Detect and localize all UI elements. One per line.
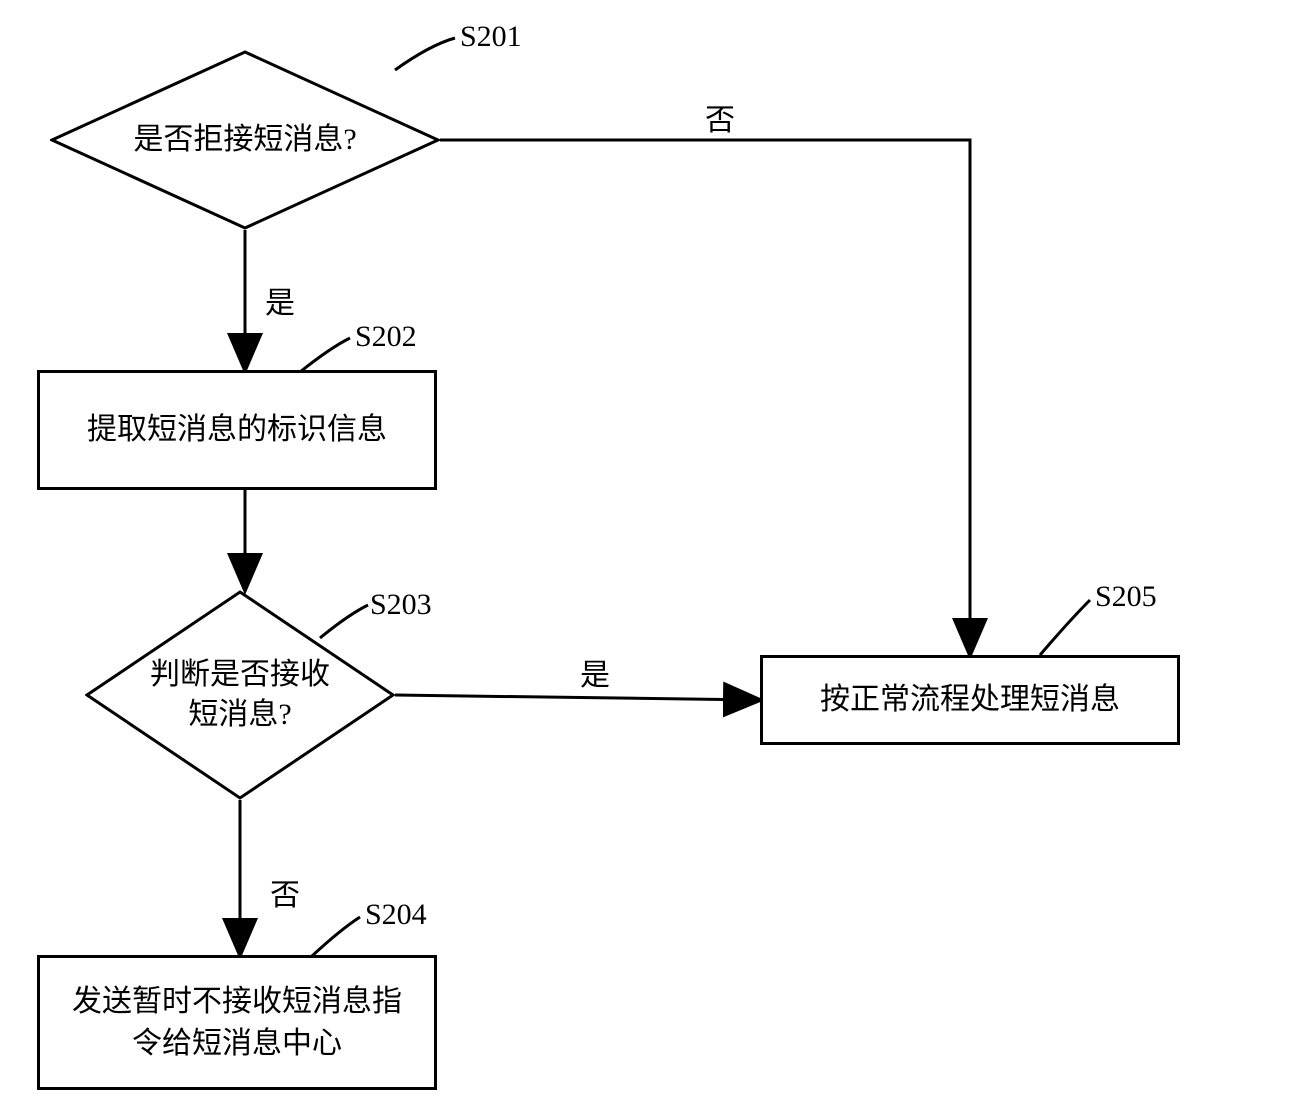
leader-s204	[312, 917, 360, 956]
edge-label-no-2: 否	[270, 870, 300, 914]
leader-s205	[1040, 600, 1090, 655]
step-label-s203: S203	[370, 588, 432, 622]
decision-accept-sms-text: 判断是否接收 短消息?	[150, 655, 330, 736]
process-send-reject-cmd: 发送暂时不接收短消息指 令给短消息中心	[37, 955, 437, 1090]
process-send-reject-cmd-text: 发送暂时不接收短消息指 令给短消息中心	[72, 981, 402, 1065]
decision-accept-sms: 判断是否接收 短消息?	[85, 590, 395, 800]
edge-d2-r3	[395, 695, 759, 700]
decision-reject-sms-text: 是否拒接短消息?	[133, 120, 356, 161]
process-extract-id: 提取短消息的标识信息	[37, 370, 437, 490]
edge-d1-r3	[440, 140, 970, 654]
leader-s202	[300, 338, 350, 372]
step-label-s204: S204	[365, 898, 427, 932]
process-extract-id-text: 提取短消息的标识信息	[87, 409, 387, 451]
process-normal-flow-text: 按正常流程处理短消息	[820, 679, 1120, 721]
edge-label-yes-1: 是	[265, 278, 295, 322]
flowchart-canvas: 是否拒接短消息? 提取短消息的标识信息 判断是否接收 短消息? 发送暂时不接收短…	[0, 0, 1315, 1114]
step-label-s201: S201	[460, 20, 522, 54]
edge-label-no-1: 否	[705, 95, 735, 139]
edge-label-yes-2: 是	[580, 650, 610, 694]
step-label-s205: S205	[1095, 580, 1157, 614]
decision-reject-sms: 是否拒接短消息?	[50, 50, 440, 230]
step-label-s202: S202	[355, 320, 417, 354]
process-normal-flow: 按正常流程处理短消息	[760, 655, 1180, 745]
